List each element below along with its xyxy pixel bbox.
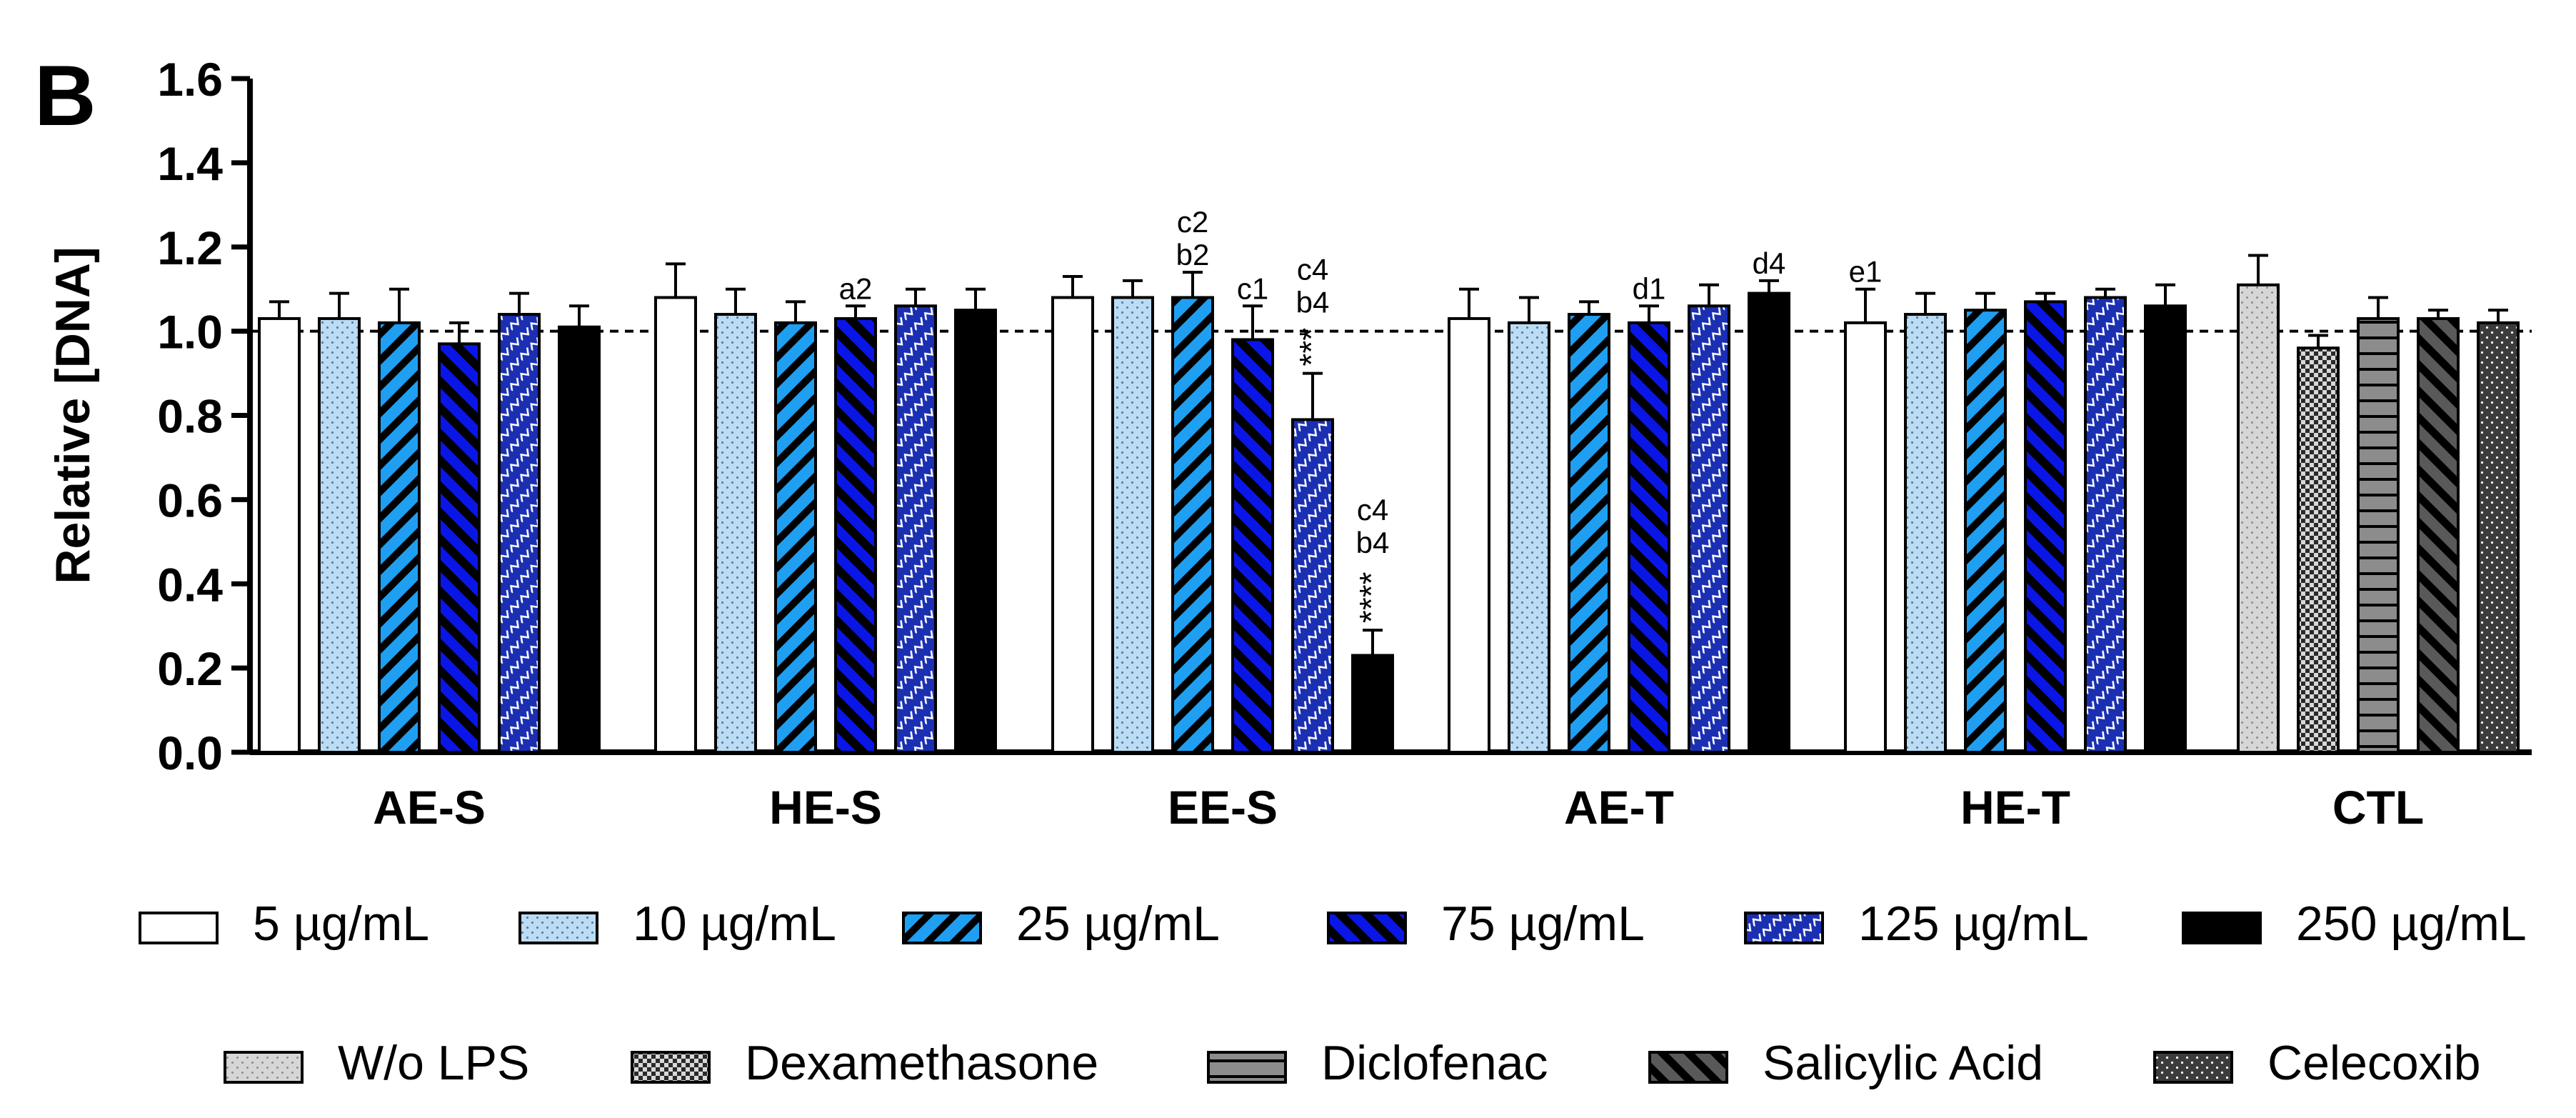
x-tick-label: AE-T <box>1564 781 1674 834</box>
y-tick-label: 0.8 <box>157 390 223 443</box>
legend-label: W/o LPS <box>338 1036 529 1090</box>
significance-label: b4 <box>1356 526 1390 559</box>
significance-label: a2 <box>839 271 873 305</box>
bar <box>2297 346 2340 754</box>
bar <box>558 325 601 754</box>
bar <box>2024 300 2067 754</box>
bar <box>2477 321 2520 754</box>
bar <box>894 304 937 754</box>
legend-swatch <box>224 1051 304 1084</box>
bar <box>258 316 301 754</box>
legend-swatch <box>1744 912 1824 944</box>
legend-swatch <box>518 912 598 944</box>
bar <box>1111 296 1154 754</box>
legend-swatch <box>631 1051 711 1084</box>
bar <box>714 313 757 754</box>
bar <box>1351 654 1394 754</box>
y-tick-label: 1.4 <box>157 137 223 190</box>
significance-label: c1 <box>1237 271 1268 305</box>
bar <box>1964 309 2007 754</box>
bar <box>1748 291 1790 754</box>
legend-label: Salicylic Acid <box>1763 1036 2043 1090</box>
legend-label: Diclofenac <box>1321 1036 1548 1090</box>
legend-swatch <box>2182 912 2262 944</box>
x-tick-label: CTL <box>2332 781 2424 834</box>
legend-label: 250 µg/mL <box>2296 897 2527 951</box>
legend-label: 5 µg/mL <box>253 897 429 951</box>
legend-swatch <box>902 912 982 944</box>
legend-swatch <box>2153 1051 2233 1084</box>
legend-swatch <box>139 912 219 944</box>
y-tick-label: 0.4 <box>157 558 223 611</box>
significance-label: c4 <box>1357 493 1388 526</box>
bar <box>438 342 481 754</box>
bar <box>2417 316 2460 754</box>
legend-label: Dexamethasone <box>745 1036 1098 1090</box>
bar <box>1051 296 1094 754</box>
bar <box>378 321 421 754</box>
bar <box>2237 283 2280 754</box>
legend-swatch <box>1207 1051 1287 1084</box>
legend-swatch <box>1648 1051 1728 1084</box>
bar <box>1628 321 1670 754</box>
bar <box>1688 304 1730 754</box>
legend-label: 125 µg/mL <box>1858 897 2089 951</box>
x-tick-label: EE-S <box>1168 781 1278 834</box>
significance-label: d4 <box>1753 246 1786 280</box>
significance-label: b4 <box>1296 286 1330 319</box>
significance-label: b2 <box>1176 238 1210 271</box>
bar <box>954 309 997 754</box>
x-tick-label: HE-T <box>1960 781 2070 834</box>
bar <box>318 316 361 754</box>
y-tick-label: 0.6 <box>157 474 223 526</box>
bar <box>1448 316 1490 754</box>
bar <box>1844 321 1887 754</box>
bar <box>1568 313 1610 754</box>
y-tick-label: 1.2 <box>157 221 223 274</box>
bar <box>2084 296 2127 754</box>
x-tick-label: HE-S <box>769 781 882 834</box>
y-tick-label: 0.2 <box>157 642 223 695</box>
legend-label: Celecoxib <box>2267 1036 2481 1090</box>
y-tick-label: 1.0 <box>157 306 223 359</box>
significance-stars: **** <box>1353 572 1390 623</box>
legend-swatch <box>1327 912 1407 944</box>
panel-label: B <box>34 48 96 144</box>
bar <box>2144 304 2187 754</box>
significance-label: c2 <box>1177 205 1208 239</box>
bar <box>774 321 817 754</box>
bar <box>2357 316 2400 754</box>
bar <box>834 316 877 754</box>
bar <box>1231 338 1274 754</box>
significance-label: e1 <box>1849 255 1883 289</box>
bar <box>1171 296 1214 754</box>
bar <box>1904 313 1947 754</box>
legend-label: 10 µg/mL <box>633 897 836 951</box>
bar <box>1291 418 1334 754</box>
significance-stars: *** <box>1293 328 1330 366</box>
significance-label: c4 <box>1297 253 1328 286</box>
legend-label: 75 µg/mL <box>1441 897 1645 951</box>
significance-label: d1 <box>1633 271 1666 305</box>
y-tick-label: 0.0 <box>157 727 223 779</box>
y-tick-label: 1.6 <box>157 53 223 106</box>
y-axis-title: Relative [DNA] <box>46 246 100 584</box>
bar <box>1508 321 1550 754</box>
bar <box>654 296 697 754</box>
x-tick-label: AE-S <box>373 781 486 834</box>
bar <box>498 313 541 754</box>
legend-label: 25 µg/mL <box>1016 897 1220 951</box>
